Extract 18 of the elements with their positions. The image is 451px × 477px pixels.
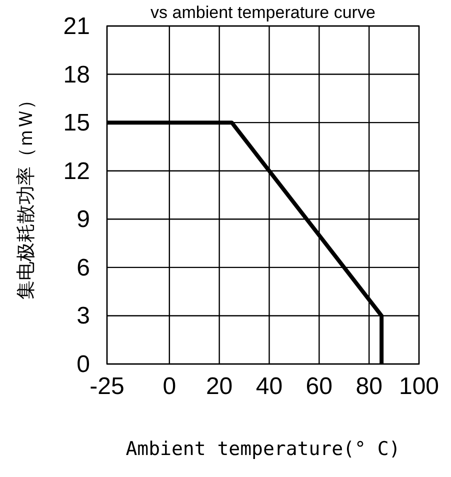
x-tick-label: 20 — [206, 373, 233, 400]
x-tick-label: 40 — [256, 373, 283, 400]
x-tick-label: 0 — [162, 373, 176, 400]
y-tick-label: 21 — [63, 13, 90, 40]
y-axis-title: 集电极耗散功率（ｍＷ） — [15, 90, 37, 300]
x-tick-label: 100 — [398, 373, 440, 400]
y-tick-label: 6 — [76, 254, 90, 282]
x-tick-label: 80 — [356, 373, 382, 400]
x-tick-label: -25 — [90, 373, 124, 400]
y-tick-label: 15 — [63, 110, 90, 137]
y-tick-label: 9 — [76, 206, 90, 234]
y-tick-label: 0 — [76, 351, 90, 378]
y-tick-label: 18 — [63, 61, 90, 88]
y-tick-label: 12 — [63, 158, 90, 185]
x-tick-label: 60 — [306, 373, 333, 400]
chart-title: vs ambient temperature curve — [150, 3, 376, 22]
x-axis-title: Ambient temperature(° C) — [126, 438, 400, 460]
y-tick-label: 3 — [76, 302, 90, 330]
